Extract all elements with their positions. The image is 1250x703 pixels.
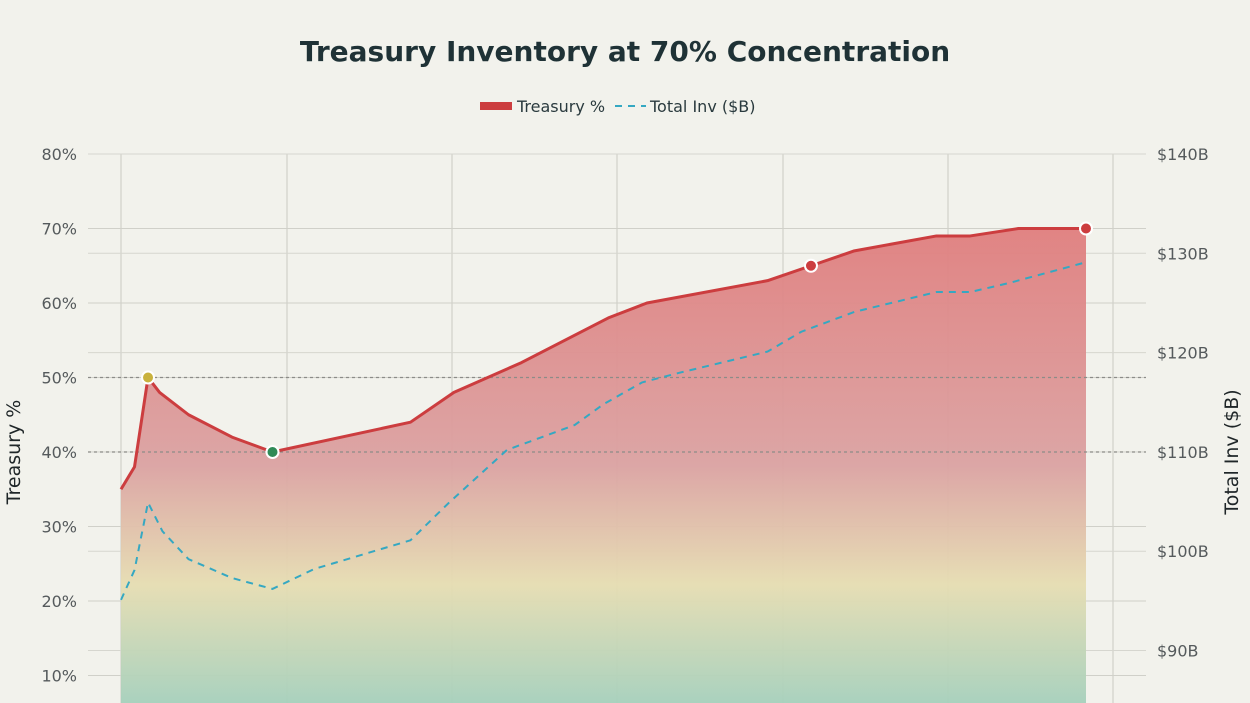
- point-marker: [265, 445, 280, 459]
- y-right-tick-label: $130B: [1157, 244, 1209, 263]
- point-marker: [141, 370, 156, 385]
- legend-label-total-inv: Total Inv ($B): [649, 97, 756, 116]
- legend-label-treasury: Treasury %: [516, 97, 605, 116]
- y-right-tick-label: $140B: [1157, 145, 1209, 164]
- y-left-tick-label: 30%: [41, 518, 77, 537]
- series-line-total-inv: [120, 261, 1087, 601]
- point-marker: [803, 258, 818, 273]
- y-axis-left-label: Treasury %: [3, 400, 25, 506]
- series-line-treasury: [119, 227, 1086, 491]
- chart-title: Treasury Inventory at 70% Concentration: [300, 35, 950, 68]
- point-marker: [1079, 221, 1093, 236]
- y-left-tick-label: 50%: [41, 369, 77, 388]
- y-left-tick-label: 20%: [41, 592, 77, 611]
- legend: Treasury % Total Inv ($B): [480, 97, 756, 116]
- y-right-tick-label: $90B: [1157, 642, 1199, 661]
- y-left-tick-label: 70%: [41, 220, 77, 239]
- y-axis-right-label: Total Inv ($B): [1221, 389, 1243, 515]
- legend-swatch-treasury: [480, 102, 512, 110]
- series-lines: [119, 227, 1087, 601]
- y-left-tick-label: 40%: [41, 443, 77, 462]
- treasury-area-fill: [121, 228, 1086, 703]
- y-right-tick-label: $120B: [1157, 344, 1209, 363]
- y-left-tick-label: 60%: [41, 294, 77, 313]
- y-right-tick-label: $110B: [1157, 443, 1209, 462]
- reference-lines: [88, 376, 1146, 453]
- markers: [141, 221, 1093, 459]
- y-left-tick-label: 10%: [41, 667, 77, 686]
- area-layer: [121, 228, 1086, 703]
- tick-labels: 80% 70% 60% 50% 40% 30% 20% 10% $140B $130B $120B $…: [41, 145, 1208, 686]
- y-right-tick-label: $100B: [1157, 542, 1209, 561]
- y-left-tick-label: 80%: [41, 145, 77, 164]
